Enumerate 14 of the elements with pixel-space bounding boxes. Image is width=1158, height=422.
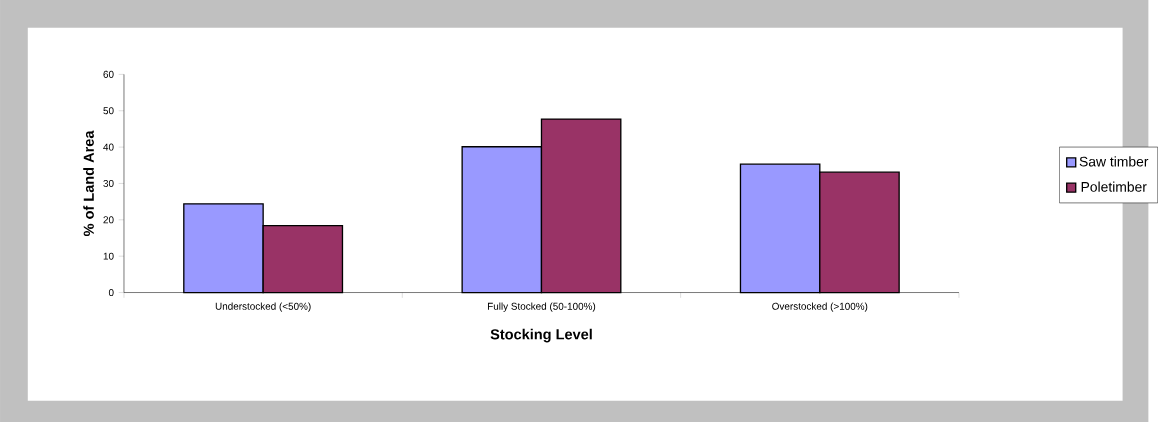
- x-tick-label: Overstocked (>100%): [772, 302, 868, 312]
- x-axis-title: Stocking Level: [490, 328, 592, 343]
- y-tick-label: 20: [103, 216, 114, 224]
- y-tick-label: 50: [103, 107, 114, 115]
- y-tick-label: 60: [103, 70, 114, 78]
- legend-label: Poletimber: [1081, 181, 1147, 192]
- x-tick-label: Fully Stocked (50-100%): [487, 302, 596, 312]
- legend-label: Saw timber: [1079, 156, 1149, 167]
- x-tick-label: Understocked (<50%): [215, 302, 311, 312]
- y-tick-label: 10: [103, 252, 114, 260]
- y-axis-title: % of Land Area: [83, 130, 94, 236]
- y-tick-label: 30: [103, 179, 114, 187]
- y-tick-label: 0: [108, 288, 114, 296]
- y-tick-label: 40: [103, 143, 114, 151]
